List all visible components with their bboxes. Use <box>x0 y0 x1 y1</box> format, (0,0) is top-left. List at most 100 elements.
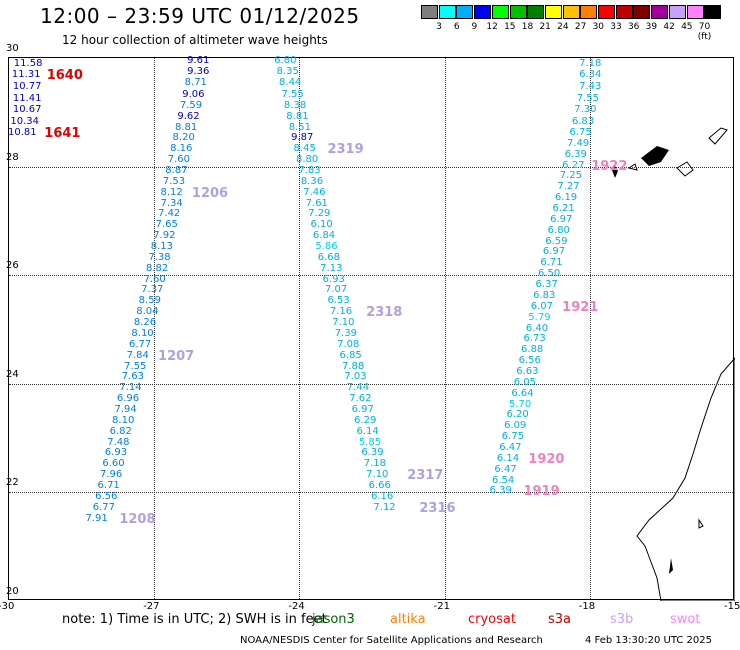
legend-label: 15 <box>504 22 516 32</box>
wave-height-value: 6.84 <box>312 230 336 242</box>
x-tick-label: -30 <box>0 601 15 612</box>
wave-height-value: 7.83 <box>298 165 321 177</box>
wave-height-value: 6.60 <box>102 458 125 470</box>
wave-height-value: 9.61 <box>187 55 210 67</box>
pass-time-label: 2319 <box>327 142 364 158</box>
wave-height-value: 8.51 <box>288 121 311 133</box>
pass-time-label: 1640 <box>46 68 83 84</box>
legend-swatch <box>598 5 615 19</box>
wave-height-value: 7.08 <box>337 338 360 350</box>
x-tick-label: -18 <box>578 601 596 612</box>
grid-line-vertical <box>299 58 301 599</box>
footer-note: note: 1) Time is in UTC; 2) SWH is in fe… <box>62 612 327 627</box>
wave-height-value: 7.37 <box>141 284 164 296</box>
y-tick-label: 26 <box>6 260 19 272</box>
grid-line-horizontal <box>9 166 733 168</box>
wave-height-value: 8.87 <box>165 165 188 177</box>
wave-height-value: 7.39 <box>334 327 357 339</box>
wave-height-value: 6.21 <box>552 203 575 215</box>
wave-height-value: 6.54 <box>492 474 515 486</box>
wave-height-value: 8.45 <box>293 143 316 155</box>
wave-height-value: 7.49 <box>567 137 590 149</box>
wave-height-value: 10.81 <box>8 127 37 139</box>
wave-height-value: 6.56 <box>95 490 118 502</box>
wave-height-value: 7.18 <box>363 458 386 470</box>
wave-height-value: 6.73 <box>523 333 546 345</box>
wave-height-value: 7.62 <box>349 393 372 405</box>
wave-height-value: 7.29 <box>308 208 331 220</box>
wave-height-value: 6.66 <box>368 479 391 491</box>
satellite-legend-jason3: jason3 <box>312 612 355 627</box>
wave-height-value: 10.34 <box>10 116 40 128</box>
wave-height-value: 7.63 <box>121 371 144 383</box>
x-tick-label: -27 <box>143 601 160 612</box>
island-la-palma <box>612 166 618 178</box>
legend-label: 70 (ft) <box>697 22 712 42</box>
legend-swatch <box>456 5 474 19</box>
wave-height-value: 6.09 <box>504 420 527 432</box>
legend-label: 27 <box>574 22 587 32</box>
wave-height-value: 7.84 <box>126 349 149 361</box>
wave-height-value: 7.60 <box>167 154 190 166</box>
island-tenerife <box>641 146 669 166</box>
wave-height-value: 8.16 <box>170 143 193 155</box>
wave-height-value: 8.35 <box>276 66 299 78</box>
wave-height-value: 8.80 <box>295 154 319 166</box>
wave-height-value: 6.50 <box>537 268 561 280</box>
wave-height-value: 6.93 <box>322 273 345 285</box>
wave-height-value: 5.79 <box>528 311 551 323</box>
wave-height-value: 6.10 <box>310 219 333 231</box>
wave-height-value: 6.14 <box>356 425 379 437</box>
wave-height-value: 6.83 <box>533 289 556 301</box>
y-tick-label: 30 <box>6 43 19 54</box>
wave-height-value: 8.10 <box>131 327 154 339</box>
pass-time-label: 2317 <box>407 468 444 484</box>
wave-height-value: 6.59 <box>545 235 568 247</box>
grid-line-vertical <box>589 58 591 599</box>
wave-height-value: 7.03 <box>344 371 367 383</box>
legend-label: 3 <box>436 22 442 32</box>
credit-line: NOAA/NESDIS Center for Satellite Applica… <box>240 635 543 646</box>
wave-height-value: 7.18 <box>579 58 602 70</box>
legend-swatch <box>491 5 509 19</box>
wave-height-value: 10.77 <box>12 81 42 93</box>
wave-height-value: 6.88 <box>521 344 544 356</box>
legend-label: 24 <box>557 22 569 32</box>
wave-height-value: 7.91 <box>85 512 108 524</box>
map-frame[interactable] <box>8 57 735 601</box>
legend-swatch <box>580 5 598 19</box>
wave-height-value: 6.05 <box>513 376 537 388</box>
wave-height-value: 6.39 <box>564 148 587 160</box>
satellite-legend-cryosat: cryosat <box>468 612 516 627</box>
wave-height-value: 6.75 <box>569 127 592 139</box>
wave-height-value: 6.97 <box>550 213 573 225</box>
grid-line-vertical <box>444 58 446 599</box>
wave-height-value: 7.46 <box>303 186 326 198</box>
wave-height-value: 9.87 <box>291 132 314 144</box>
legend-swatch <box>633 5 651 19</box>
wave-height-value: 7.44 <box>346 382 370 394</box>
wave-height-value: 6.34 <box>579 69 602 81</box>
legend-label: 42 <box>663 22 675 32</box>
wave-height-value: 6.93 <box>104 447 128 459</box>
satellite-legend-altika: altika <box>390 612 426 627</box>
wave-height-value: 6.75 <box>501 431 524 443</box>
wave-height-value: 7.96 <box>99 469 123 481</box>
wave-height-value: 6.71 <box>540 257 563 269</box>
wave-height-value: 7.16 <box>329 306 353 318</box>
wave-height-value: 6.77 <box>129 338 152 350</box>
coastline-map <box>612 127 735 601</box>
map-title: 12:00 – 23:59 UTC 01/12/2025 <box>40 4 360 28</box>
wave-height-value: 7.92 <box>153 230 176 242</box>
legend-label: 45 <box>681 22 693 32</box>
coast-detail <box>669 558 673 574</box>
wave-height-value: 8.38 <box>283 99 307 111</box>
wave-height-value: 6.56 <box>518 355 541 367</box>
pass-time-label: 2318 <box>366 305 403 321</box>
x-tick-label: -15 <box>724 601 740 612</box>
wave-height-value: 6.07 <box>530 300 553 312</box>
wave-height-value: 6.80 <box>547 224 570 236</box>
wave-height-value: 7.10 <box>366 469 389 481</box>
legend-swatch <box>527 5 545 19</box>
pass-time-label: 2316 <box>419 500 456 516</box>
